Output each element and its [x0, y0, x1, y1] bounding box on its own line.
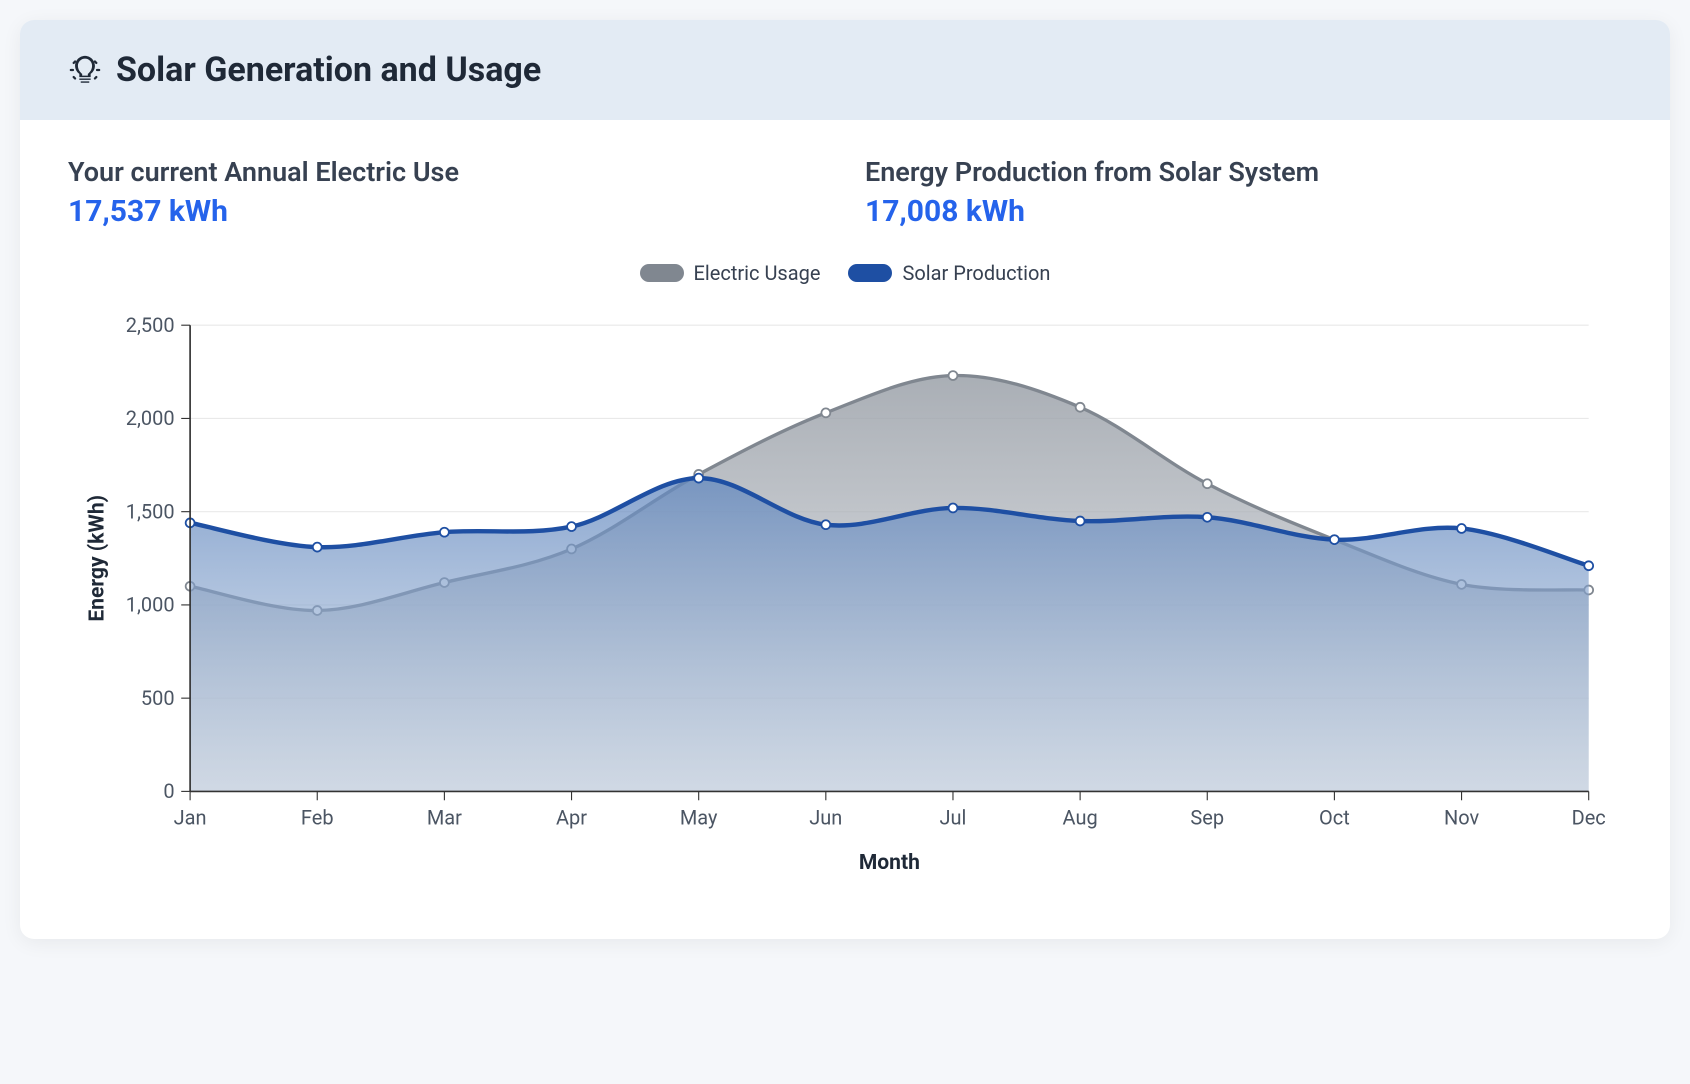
svg-text:Month: Month: [859, 850, 920, 875]
svg-text:Nov: Nov: [1444, 806, 1479, 830]
stat-usage: Your current Annual Electric Use 17,537 …: [68, 156, 825, 229]
lightbulb-icon: [68, 53, 102, 87]
stat-usage-value: 17,537 kWh: [68, 194, 825, 229]
legend-label-usage: Electric Usage: [694, 261, 821, 285]
svg-text:May: May: [680, 806, 718, 830]
chart-legend: Electric Usage Solar Production: [68, 261, 1622, 285]
legend-item-production[interactable]: Solar Production: [848, 261, 1050, 285]
legend-item-usage[interactable]: Electric Usage: [640, 261, 821, 285]
svg-text:Jul: Jul: [940, 806, 967, 830]
legend-swatch-production: [848, 264, 892, 282]
legend-label-production: Solar Production: [902, 261, 1050, 285]
energy-chart: 0 500 1,000 1,500 2,000 2,500 Jan Feb Mar Apr May J…: [68, 303, 1622, 891]
stats-row: Your current Annual Electric Use 17,537 …: [20, 120, 1670, 241]
card-title: Solar Generation and Usage: [116, 50, 541, 90]
svg-text:2,000: 2,000: [126, 406, 175, 430]
svg-text:0: 0: [163, 779, 174, 803]
svg-text:Energy (kWh): Energy (kWh): [85, 495, 110, 622]
svg-text:500: 500: [141, 686, 175, 710]
stat-usage-label: Your current Annual Electric Use: [68, 156, 825, 188]
svg-text:2,500: 2,500: [126, 313, 175, 337]
svg-text:Jan: Jan: [174, 806, 207, 830]
svg-text:Feb: Feb: [301, 806, 334, 830]
stat-production-label: Energy Production from Solar System: [865, 156, 1622, 188]
chart-container: Electric Usage Solar Production 0 500 1,00…: [20, 241, 1670, 939]
svg-text:Apr: Apr: [556, 806, 587, 830]
stat-production-value: 17,008 kWh: [865, 194, 1622, 229]
svg-text:Sep: Sep: [1190, 806, 1224, 830]
svg-text:1,500: 1,500: [126, 499, 175, 523]
svg-text:Jun: Jun: [809, 806, 842, 830]
svg-text:1,000: 1,000: [126, 593, 175, 617]
solar-usage-card: Solar Generation and Usage Your current …: [20, 20, 1670, 939]
legend-swatch-usage: [640, 264, 684, 282]
svg-text:Oct: Oct: [1319, 806, 1350, 830]
stat-production: Energy Production from Solar System 17,0…: [865, 156, 1622, 229]
svg-text:Mar: Mar: [427, 806, 462, 830]
card-header: Solar Generation and Usage: [20, 20, 1670, 120]
svg-text:Aug: Aug: [1063, 806, 1098, 830]
svg-text:Dec: Dec: [1572, 806, 1606, 830]
